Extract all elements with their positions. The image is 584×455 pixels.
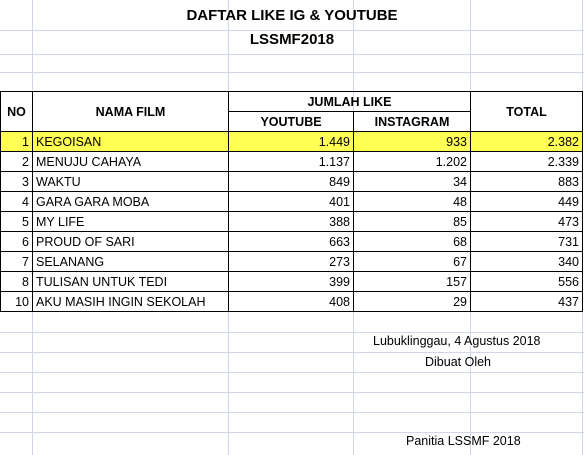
table-row[interactable]: 1 KEGOISAN 1.449 933 2.382 (0, 131, 583, 152)
place-date-text: Lubuklinggau, 4 Agustus 2018 (373, 334, 541, 348)
cell-instagram[interactable]: 85 (353, 211, 471, 232)
table-row[interactable]: 5 MY LIFE 388 85 473 (0, 211, 583, 232)
cell-instagram[interactable]: 29 (353, 291, 471, 312)
table-row[interactable]: 10 AKU MASIH INGIN SEKOLAH 408 29 437 (0, 291, 583, 312)
cell-instagram[interactable]: 933 (353, 131, 471, 152)
header-youtube: YOUTUBE (228, 111, 354, 132)
cell-total[interactable]: 883 (470, 171, 583, 192)
cell-total[interactable]: 2.382 (470, 131, 583, 152)
cell-youtube[interactable]: 849 (228, 171, 354, 192)
cell-instagram[interactable]: 68 (353, 231, 471, 252)
cell-youtube[interactable]: 388 (228, 211, 354, 232)
table-row[interactable]: 6 PROUD OF SARI 663 68 731 (0, 231, 583, 252)
table-row[interactable]: 8 TULISAN UNTUK TEDI 399 157 556 (0, 271, 583, 292)
page-title: DAFTAR LIKE IG & YOUTUBE (186, 7, 398, 24)
cell-total[interactable]: 473 (470, 211, 583, 232)
cell-instagram[interactable]: 157 (353, 271, 471, 292)
cell-no[interactable]: 3 (0, 171, 33, 192)
cell-no[interactable]: 8 (0, 271, 33, 292)
cell-instagram[interactable]: 67 (353, 251, 471, 272)
cell-no[interactable]: 10 (0, 291, 33, 312)
header-instagram: INSTAGRAM (353, 111, 471, 132)
made-by-text: Dibuat Oleh (425, 355, 492, 369)
cell-film-name[interactable]: SELANANG (32, 251, 229, 272)
cell-total[interactable]: 556 (470, 271, 583, 292)
cell-film-name[interactable]: MY LIFE (32, 211, 229, 232)
cell-youtube[interactable]: 401 (228, 191, 354, 212)
cell-film-name[interactable]: PROUD OF SARI (32, 231, 229, 252)
cell-total[interactable]: 437 (470, 291, 583, 312)
header-no: NO (0, 91, 33, 132)
cell-no[interactable]: 1 (0, 131, 33, 152)
cell-instagram[interactable]: 48 (353, 191, 471, 212)
cell-youtube[interactable]: 273 (228, 251, 354, 272)
cell-film-name[interactable]: GARA GARA MOBA (32, 191, 229, 212)
cell-total[interactable]: 2.339 (470, 151, 583, 172)
table-row[interactable]: 7 SELANANG 273 67 340 (0, 251, 583, 272)
cell-film-name[interactable]: MENUJU CAHAYA (32, 151, 229, 172)
cell-instagram[interactable]: 1.202 (353, 151, 471, 172)
cell-youtube[interactable]: 663 (228, 231, 354, 252)
cell-no[interactable]: 6 (0, 231, 33, 252)
page-subtitle: LSSMF2018 (249, 31, 335, 48)
cell-youtube[interactable]: 399 (228, 271, 354, 292)
cell-instagram[interactable]: 34 (353, 171, 471, 192)
cell-film-name[interactable]: KEGOISAN (32, 131, 229, 152)
cell-total[interactable]: 731 (470, 231, 583, 252)
cell-no[interactable]: 5 (0, 211, 33, 232)
cell-film-name[interactable]: WAKTU (32, 171, 229, 192)
header-total: TOTAL (470, 91, 583, 132)
signer-text: Panitia LSSMF 2018 (406, 434, 521, 448)
cell-film-name[interactable]: AKU MASIH INGIN SEKOLAH (32, 291, 229, 312)
cell-film-name[interactable]: TULISAN UNTUK TEDI (32, 271, 229, 292)
cell-no[interactable]: 4 (0, 191, 33, 212)
like-table: NO NAMA FILM JUMLAH LIKE TOTAL YOUTUBE I… (0, 91, 583, 312)
table-row[interactable]: 3 WAKTU 849 34 883 (0, 171, 583, 192)
cell-youtube[interactable]: 1.449 (228, 131, 354, 152)
table-row[interactable]: 2 MENUJU CAHAYA 1.137 1.202 2.339 (0, 151, 583, 172)
header-nama-film: NAMA FILM (32, 91, 229, 132)
header-jumlah-like: JUMLAH LIKE (228, 91, 471, 112)
cell-total[interactable]: 340 (470, 251, 583, 272)
table-row[interactable]: 4 GARA GARA MOBA 401 48 449 (0, 191, 583, 212)
cell-no[interactable]: 2 (0, 151, 33, 172)
cell-no[interactable]: 7 (0, 251, 33, 272)
cell-youtube[interactable]: 408 (228, 291, 354, 312)
cell-total[interactable]: 449 (470, 191, 583, 212)
cell-youtube[interactable]: 1.137 (228, 151, 354, 172)
